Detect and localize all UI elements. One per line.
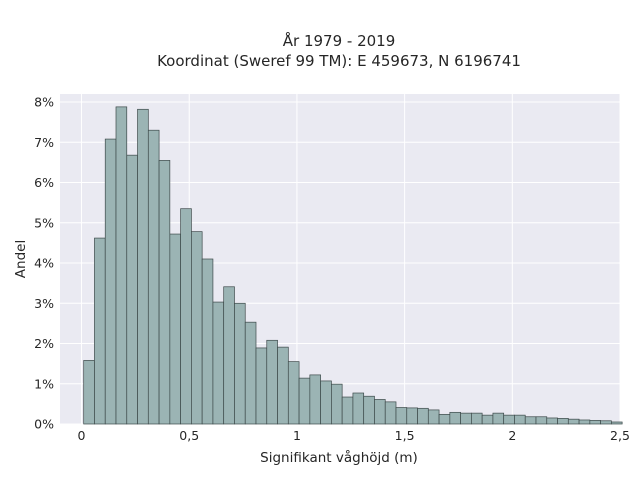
histogram-bar xyxy=(449,411,461,425)
y-axis-label: Andel xyxy=(13,240,29,278)
histogram-bar xyxy=(427,409,440,425)
histogram-bar xyxy=(589,420,601,425)
y-axis-ticks: 0% 1% 2% 3% 4% 5% 6% 7% 8% xyxy=(34,95,54,432)
histogram-bar xyxy=(158,160,171,425)
histogram-bar xyxy=(341,396,354,425)
histogram-bar xyxy=(578,419,591,425)
histogram-bar xyxy=(384,401,397,425)
histogram-bar xyxy=(417,407,429,425)
y-tick-label: 6% xyxy=(34,175,54,190)
y-tick-label: 4% xyxy=(34,256,54,271)
histogram-bar xyxy=(212,301,225,425)
histogram-bar xyxy=(374,399,386,425)
y-tick-label: 1% xyxy=(34,376,54,391)
histogram-bar xyxy=(460,412,472,425)
histogram-bar xyxy=(244,321,257,425)
y-tick-label: 5% xyxy=(34,215,54,230)
histogram-bar xyxy=(298,377,311,425)
y-tick-label: 7% xyxy=(34,135,54,150)
histogram-bar xyxy=(438,413,451,425)
histogram-bar xyxy=(331,383,343,425)
x-axis-ticks: 0 0,5 1 1,5 2 2,5 xyxy=(78,428,630,443)
histogram-bar xyxy=(471,412,483,425)
histogram-bar xyxy=(255,347,268,425)
histogram-bar xyxy=(492,412,505,425)
histogram-bar xyxy=(567,418,580,425)
histogram-bar xyxy=(557,418,569,425)
histogram-bar xyxy=(611,421,623,425)
x-axis-label: Signifikant våghöjd (m) xyxy=(260,449,418,466)
y-tick-label: 0% xyxy=(34,417,54,432)
histogram-bar xyxy=(395,407,408,425)
x-tick-label: 0,5 xyxy=(179,428,199,443)
histogram-bar xyxy=(115,106,128,425)
histogram-bar xyxy=(137,108,149,425)
histogram-bar xyxy=(180,208,192,425)
histogram-bar xyxy=(363,395,375,425)
histogram-bar xyxy=(191,231,203,425)
histogram-bar xyxy=(406,407,418,425)
x-tick-label: 2 xyxy=(508,428,516,443)
histogram-bar xyxy=(309,374,321,425)
histogram-bar xyxy=(524,416,537,425)
histogram-bar xyxy=(147,129,160,425)
histogram-bar xyxy=(201,258,214,425)
histogram-bar xyxy=(546,417,558,425)
y-tick-label: 8% xyxy=(34,95,54,110)
x-tick-label: 2,5 xyxy=(610,428,630,443)
histogram-bar xyxy=(266,339,278,425)
histogram-bars xyxy=(83,106,623,425)
histogram-bar xyxy=(104,138,117,425)
histogram-bar xyxy=(503,414,515,425)
histogram-bar xyxy=(320,380,332,425)
histogram-bar xyxy=(234,302,246,425)
histogram-bar xyxy=(126,154,138,425)
histogram-bar xyxy=(94,237,106,425)
histogram-bar xyxy=(535,416,548,425)
histogram-bar xyxy=(223,286,235,425)
chart-title-line-1: År 1979 - 2019 xyxy=(283,31,396,50)
y-tick-label: 3% xyxy=(34,296,54,311)
x-tick-label: 1,5 xyxy=(395,428,415,443)
histogram-bar xyxy=(600,420,612,425)
x-tick-label: 0 xyxy=(78,428,86,443)
histogram-bar xyxy=(169,233,181,425)
histogram-bar xyxy=(277,346,289,425)
chart-title-line-2: Koordinat (Sweref 99 TM): E 459673, N 61… xyxy=(157,52,521,70)
histogram-bar xyxy=(287,361,300,425)
histogram-bar xyxy=(352,392,365,425)
histogram-bar xyxy=(481,414,494,425)
y-tick-label: 2% xyxy=(34,336,54,351)
x-tick-label: 1 xyxy=(293,428,301,443)
histogram-bar xyxy=(83,360,95,425)
histogram-bar xyxy=(514,414,526,425)
